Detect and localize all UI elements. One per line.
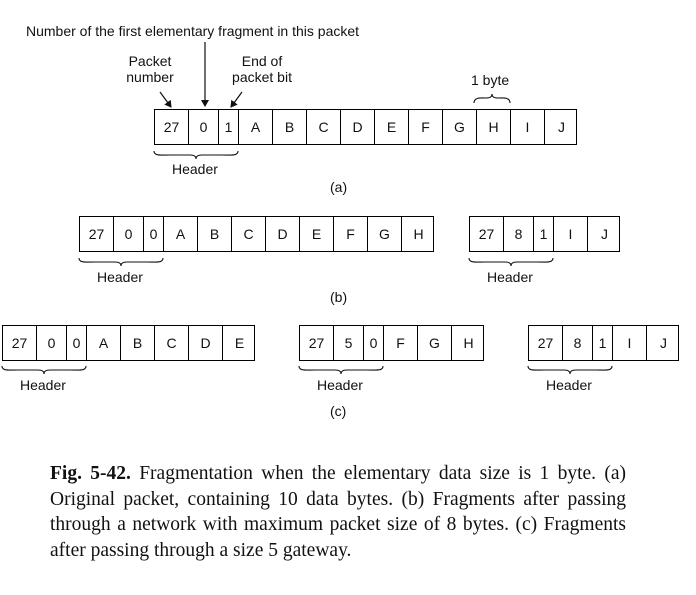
packet-cell: F (409, 110, 443, 144)
packet-cell: 27 (300, 326, 334, 360)
packet-cell: D (189, 326, 223, 360)
header-brace-b1 (78, 257, 164, 267)
packet-cell: H (463, 335, 474, 351)
packet-cell: 27 (529, 326, 563, 360)
end-of-packet-label: End of packet bit (232, 53, 292, 85)
packet-cell: 27 (3, 326, 37, 360)
packet-cell: A (164, 217, 198, 251)
packet-cell: G (418, 326, 452, 360)
one-byte-brace (473, 93, 511, 104)
header-brace-b2 (468, 257, 554, 267)
fragment-b1: 27 0 0 A B C D E F G H (79, 216, 434, 252)
packet-cell: F (384, 326, 418, 360)
fragment-b2: 27 8 1 I J (469, 216, 620, 252)
header-brace-a (153, 150, 239, 160)
packet-cell: A (239, 110, 273, 144)
packet-cell: I (554, 217, 588, 251)
packet-cell: 1 (219, 110, 239, 144)
packet-a-original: 27 0 1 A B C D E F G H I J (154, 109, 577, 145)
packet-cell: F (334, 217, 368, 251)
packet-cell: 8 (504, 217, 534, 251)
packet-cell: 0 (144, 217, 164, 251)
header-brace-c1 (1, 365, 87, 375)
packet-cell: C (232, 217, 266, 251)
packet-cell: G (443, 110, 477, 144)
header-brace-c2 (298, 365, 384, 375)
panel-label-a: (a) (330, 179, 348, 195)
packet-cell: H (413, 226, 424, 242)
packet-cell: G (368, 217, 402, 251)
packet-cell: 0 (364, 326, 384, 360)
packet-cell: E (300, 217, 334, 251)
packet-cell: E (375, 110, 409, 144)
packet-cell: 8 (563, 326, 593, 360)
packet-cell: 27 (470, 217, 504, 251)
packet-cell: 0 (189, 110, 219, 144)
packet-cell: 27 (80, 217, 114, 251)
packet-cell: 1 (534, 217, 554, 251)
packet-cell: D (341, 110, 375, 144)
packet-cell: 27 (155, 110, 189, 144)
header-brace-c3 (527, 365, 613, 375)
fragment-c1: 27 0 0 A B C D E (2, 325, 255, 361)
packet-cell: A (87, 326, 121, 360)
header-label: Header (487, 269, 533, 285)
packet-cell: B (273, 110, 307, 144)
fragment-c3: 27 8 1 I J (528, 325, 679, 361)
panel-label-b: (b) (330, 289, 348, 305)
header-label: Header (317, 377, 363, 393)
packet-cell: 5 (334, 326, 364, 360)
packet-cell: 0 (114, 217, 144, 251)
packet-cell: J (558, 119, 565, 135)
packet-cell: C (155, 326, 189, 360)
packet-cell: B (198, 217, 232, 251)
packet-cell: B (121, 326, 155, 360)
packet-cell: I (511, 110, 545, 144)
figure-label: Fig. 5-42. (50, 463, 131, 484)
packet-cell: 0 (37, 326, 67, 360)
packet-cell: I (613, 326, 647, 360)
packet-cell: H (477, 110, 511, 144)
packet-cell: 1 (593, 326, 613, 360)
panel-label-c: (c) (330, 403, 347, 419)
figure-caption: Fig. 5-42. Fragmentation when the elemen… (50, 461, 626, 563)
first-fragment-label: Number of the first elementary fragment … (26, 23, 360, 39)
packet-cell: E (234, 335, 245, 351)
header-label: Header (172, 161, 218, 177)
packet-cell: C (307, 110, 341, 144)
fragment-c2: 27 5 0 F G H (299, 325, 484, 361)
packet-number-label: Packet number (126, 53, 174, 85)
header-label: Header (546, 377, 592, 393)
header-label: Header (20, 377, 66, 393)
packet-cell: 0 (67, 326, 87, 360)
end-of-packet-arrow (230, 91, 243, 108)
one-byte-label: 1 byte (471, 72, 510, 88)
caption-text: Fragmentation when the elementary data s… (50, 463, 627, 561)
packet-cell: J (660, 335, 667, 351)
packet-cell: J (601, 226, 608, 242)
header-label: Header (97, 269, 143, 285)
packet-number-arrow (159, 91, 172, 108)
packet-cell: D (266, 217, 300, 251)
